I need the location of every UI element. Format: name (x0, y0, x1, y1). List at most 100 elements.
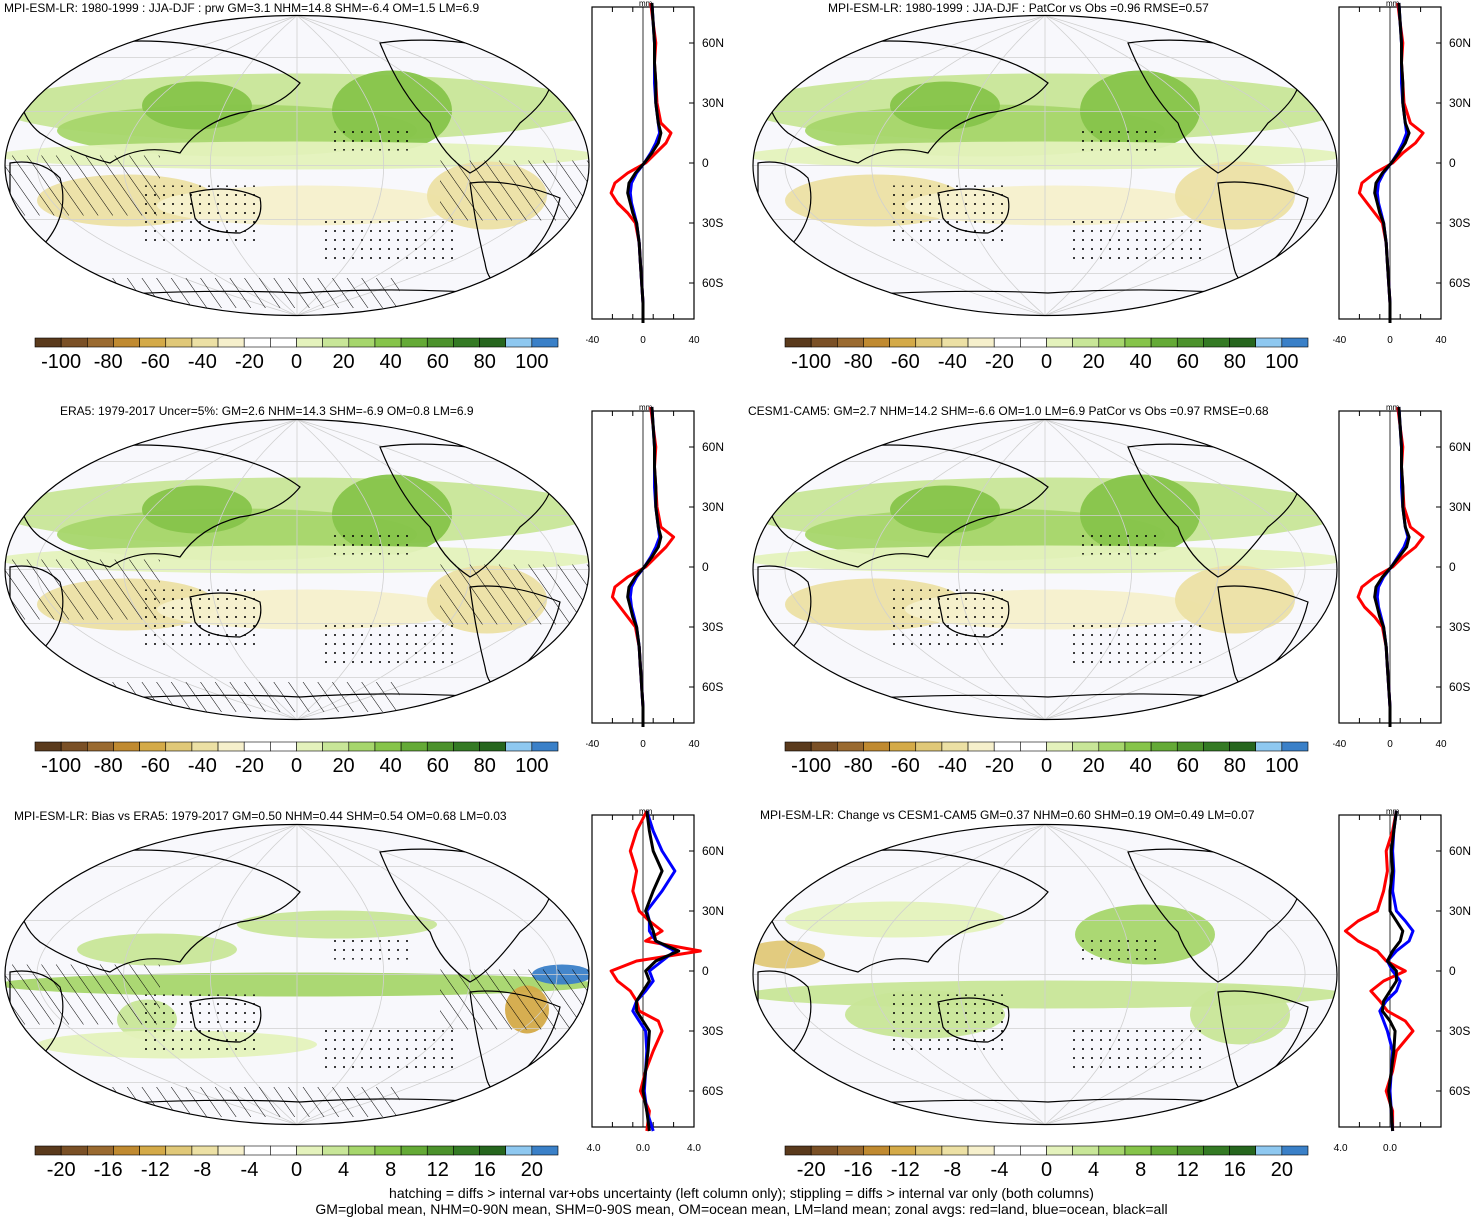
colorbar-label: 100 (515, 755, 548, 777)
graticule-lon (296, 15, 384, 316)
lat-tick-label: 30S (1449, 216, 1470, 230)
colorbar-label: 80 (474, 755, 496, 777)
colorbar-box (426, 337, 454, 348)
colorbar-box (1072, 1145, 1100, 1156)
panel-6-title: MPI-ESM-LR: Change vs CESM1-CAM5 GM=0.37… (760, 808, 1255, 822)
coastline-australia (189, 997, 262, 1043)
colorbar-label: -100 (41, 351, 81, 373)
colorbar-box (836, 741, 864, 752)
colorbar-label: 20 (332, 755, 354, 777)
colorbar-box (993, 337, 1021, 348)
colorbar-box (1072, 337, 1100, 348)
colorbar-box (1281, 337, 1309, 348)
field-south-america (1190, 984, 1290, 1045)
field-asia-core (142, 81, 252, 130)
colorbar-1: -100 -80 -60 -40 -20 0 20 40 60 80 100 (34, 337, 559, 373)
colorbar-label: 20 (521, 1159, 543, 1181)
colorbar-box (1255, 1145, 1283, 1156)
colorbar-box (1098, 741, 1126, 752)
x-tick-label: -40 (586, 335, 600, 346)
colorbar-label: 40 (1130, 755, 1152, 777)
colorbar-box (1203, 1145, 1230, 1156)
coastline-australia (189, 188, 262, 234)
colorbar-box (531, 741, 559, 752)
graticule-lon (1044, 419, 1132, 720)
zonal-unit-label: mm (639, 0, 653, 8)
panel-1-title: MPI-ESM-LR: 1980-1999 : JJA-DJF : prw GM… (4, 1, 480, 15)
colorbar-box (1124, 337, 1152, 348)
colorbar-label: 20 (1082, 755, 1104, 777)
colorbar-label: -12 (141, 1159, 170, 1181)
graticule-lon (1044, 824, 1306, 1125)
colorbar-box (967, 1145, 995, 1156)
colorbar-box (139, 741, 167, 752)
graticule-lon (1044, 824, 1132, 1125)
colorbar-box (348, 337, 376, 348)
colorbar-box (191, 337, 219, 348)
panel-3-title: ERA5: 1979-2017 Uncer=5%: GM=2.6 NHM=14.… (60, 404, 474, 418)
graticule-lon (1044, 15, 1306, 316)
x-tick-label: 40 (1435, 739, 1447, 750)
colorbar-2: -100 -80 -60 -40 -20 0 20 40 60 80 100 (784, 337, 1309, 373)
colorbar-label: 80 (474, 351, 496, 373)
colorbar-box (426, 1145, 454, 1156)
lat-tick-label: 60N (702, 36, 724, 50)
colorbar-box (348, 1145, 376, 1156)
graticule-lon (1044, 15, 1132, 316)
lat-tick-label: 60N (1449, 36, 1471, 50)
colorbar-label: 0 (1041, 755, 1052, 777)
map-border (752, 418, 1338, 721)
stippling-region (888, 589, 1008, 650)
map-border (4, 14, 590, 317)
field-south-america (1175, 161, 1295, 230)
map-border (4, 418, 590, 721)
lat-tick-label: 30S (702, 216, 723, 230)
zonal-series-red (1343, 810, 1415, 1131)
colorbar-label: 0 (1041, 351, 1052, 373)
colorbar-6: -20 -16 -12 -8 -4 0 4 8 12 16 20 (784, 1145, 1309, 1181)
stippling-region (1078, 939, 1158, 960)
zonal-unit-label: mm (1386, 808, 1400, 816)
x-tick-label: 0 (1387, 739, 1393, 750)
stippling-region (1078, 534, 1158, 555)
colorbar-box (863, 1145, 890, 1156)
colorbar-label: -40 (938, 351, 967, 373)
colorbar-box (400, 1145, 428, 1156)
colorbar-box (60, 1145, 88, 1156)
colorbar-box (941, 337, 969, 348)
x-tick-label: 0 (640, 739, 646, 750)
colorbar-box (993, 1145, 1021, 1156)
x-tick-label: 4.0 (687, 1143, 701, 1154)
colorbar-label: -80 (844, 755, 873, 777)
colorbar-label: -12 (891, 1159, 920, 1181)
panel-4-title: CESM1-CAM5: GM=2.7 NHM=14.2 SHM=-6.6 OM=… (748, 404, 1269, 418)
colorbar-box (810, 1145, 838, 1156)
colorbar-box (505, 337, 533, 348)
coastline-asia (766, 849, 1049, 973)
colorbar-box (1281, 741, 1309, 752)
colorbar-box (967, 337, 995, 348)
x-tick-label: 40 (688, 335, 700, 346)
graticule-lon (871, 15, 1046, 316)
colorbar-box (1281, 1145, 1309, 1156)
stippling-region (320, 1029, 460, 1070)
colorbar-box (941, 741, 969, 752)
map-panel-2 (752, 14, 1338, 317)
stippling-region (1068, 624, 1208, 665)
field-asia-core (890, 485, 1000, 534)
colorbar-box (270, 337, 297, 348)
graticule-lon (210, 824, 298, 1125)
lat-tick-label: 30N (702, 500, 724, 514)
colorbar-label: 60 (427, 351, 449, 373)
colorbar-box (784, 337, 812, 348)
colorbar-box (296, 337, 323, 348)
map-border (752, 823, 1338, 1126)
colorbar-box (1124, 741, 1152, 752)
hatching-region (5, 964, 160, 1025)
lat-tick-label: 0 (702, 964, 709, 978)
colorbar-box (243, 1145, 271, 1156)
colorbar-label: 100 (515, 351, 548, 373)
colorbar-label: -80 (94, 755, 123, 777)
colorbar-label: 60 (1177, 755, 1199, 777)
colorbar-label: 12 (427, 1159, 449, 1181)
